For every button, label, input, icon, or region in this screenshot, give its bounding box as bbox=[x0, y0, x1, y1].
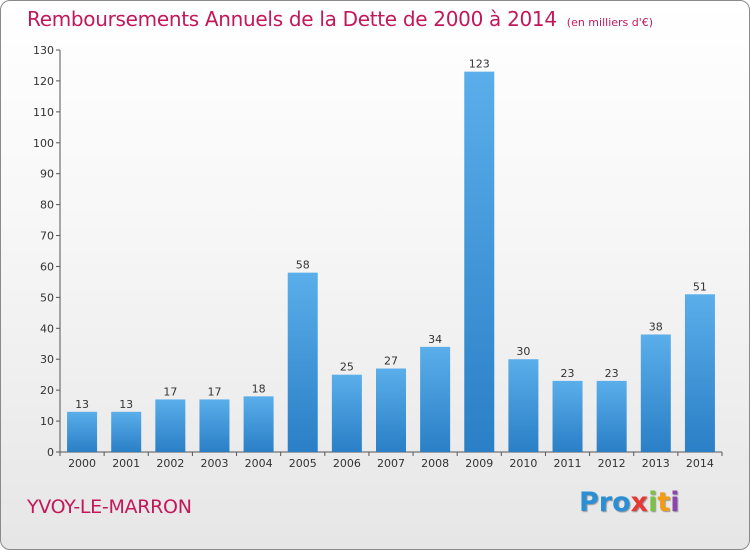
bar-value-label: 25 bbox=[340, 361, 354, 374]
bar bbox=[199, 399, 230, 452]
bar bbox=[640, 334, 671, 452]
bar-value-labels: 13 13 17 17 18 58 25 27 34 123 30 23 23 38 51 bbox=[75, 58, 707, 411]
logo-part-2: x bbox=[630, 487, 649, 518]
bar bbox=[331, 374, 362, 452]
y-tick-label: 100 bbox=[33, 137, 54, 150]
x-tick-label: 2013 bbox=[642, 457, 670, 470]
y-tick-label: 110 bbox=[33, 106, 54, 119]
town-name: YVOY-LE-MARRON bbox=[27, 496, 192, 518]
y-tick-label: 10 bbox=[40, 415, 54, 428]
y-tick-label: 130 bbox=[33, 44, 54, 57]
proxiti-logo: Proxiti bbox=[579, 487, 680, 518]
x-tick-label: 2010 bbox=[509, 457, 537, 470]
x-tick-label: 2011 bbox=[554, 457, 582, 470]
bar bbox=[111, 411, 142, 452]
chart-title-text: Remboursements Annuels de la Dette de 20… bbox=[27, 7, 557, 31]
y-tick-label: 60 bbox=[40, 260, 54, 273]
bar bbox=[464, 71, 495, 453]
bar-value-label: 58 bbox=[296, 259, 310, 272]
bar bbox=[596, 380, 627, 452]
y-tick-label: 90 bbox=[40, 168, 54, 181]
x-tick-label: 2001 bbox=[112, 457, 140, 470]
bar bbox=[552, 380, 583, 452]
bar-value-label: 13 bbox=[75, 398, 89, 411]
bars bbox=[67, 71, 715, 453]
x-tick-label: 2004 bbox=[245, 457, 273, 470]
axes: 0 10 20 30 40 50 60 70 80 90 100 110 120 130 2000 2001 2… bbox=[33, 44, 723, 470]
x-tick-label: 2002 bbox=[156, 457, 184, 470]
x-tick-label: 2014 bbox=[686, 457, 714, 470]
x-tick-label: 2006 bbox=[333, 457, 361, 470]
bar bbox=[155, 399, 186, 452]
x-tick-label: 2000 bbox=[68, 457, 96, 470]
x-tick-label: 2007 bbox=[377, 457, 405, 470]
logo-part-3: i bbox=[648, 487, 658, 518]
bar-value-label: 123 bbox=[469, 58, 490, 71]
bar bbox=[287, 272, 318, 452]
bar-value-label: 17 bbox=[207, 385, 221, 398]
bar-value-label: 17 bbox=[163, 385, 177, 398]
bar bbox=[376, 368, 406, 452]
bar bbox=[684, 294, 715, 452]
logo-part-5: i bbox=[670, 487, 680, 518]
y-tick-label: 20 bbox=[40, 384, 54, 397]
chart-title: Remboursements Annuels de la Dette de 20… bbox=[27, 7, 653, 31]
bar-value-label: 51 bbox=[693, 280, 707, 293]
bar bbox=[508, 359, 539, 452]
y-tick-label: 120 bbox=[33, 75, 54, 88]
bar-value-label: 38 bbox=[649, 320, 663, 333]
logo-part-4: t bbox=[657, 487, 671, 518]
bar bbox=[243, 396, 274, 452]
x-tick-label: 2005 bbox=[289, 457, 317, 470]
logo-part-1: Pro bbox=[579, 487, 631, 518]
y-tick-label: 80 bbox=[40, 199, 54, 212]
x-tick-label: 2012 bbox=[598, 457, 626, 470]
bar bbox=[420, 346, 451, 452]
y-tick-label: 50 bbox=[40, 291, 54, 304]
bar-value-label: 34 bbox=[428, 333, 442, 346]
bar-value-label: 23 bbox=[605, 367, 619, 380]
y-tick-label: 30 bbox=[40, 353, 54, 366]
y-tick-label: 70 bbox=[40, 230, 54, 243]
x-tick-label: 2003 bbox=[200, 457, 228, 470]
x-tick-label: 2008 bbox=[421, 457, 449, 470]
y-tick-label: 40 bbox=[40, 322, 54, 335]
bar-value-label: 30 bbox=[516, 345, 530, 358]
bar bbox=[67, 411, 98, 452]
y-tick-label: 0 bbox=[47, 446, 54, 459]
bar-value-label: 27 bbox=[384, 355, 398, 368]
chart-subtitle: (en milliers d'€) bbox=[566, 16, 654, 29]
bar-value-label: 23 bbox=[561, 367, 575, 380]
x-tick-label: 2009 bbox=[465, 457, 493, 470]
bar-value-label: 13 bbox=[119, 398, 133, 411]
bar-value-label: 18 bbox=[252, 382, 266, 395]
